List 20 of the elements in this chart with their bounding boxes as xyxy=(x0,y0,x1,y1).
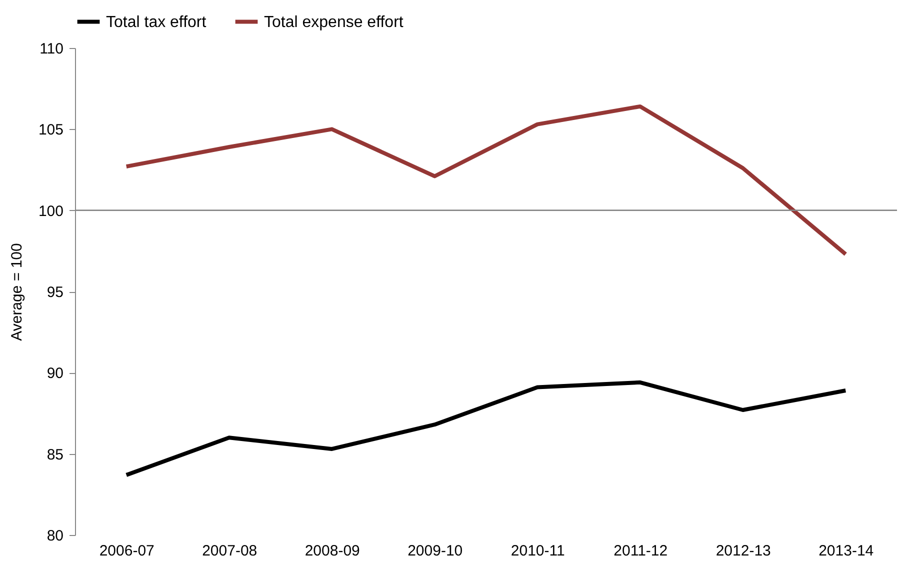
x-tick-label: 2008-09 xyxy=(304,542,360,560)
y-tick-label: 100 xyxy=(38,202,64,220)
y-tick-label: 85 xyxy=(46,446,64,464)
x-tick-label: 2007-08 xyxy=(202,542,258,560)
line-series xyxy=(124,104,848,256)
x-tick-label: 2010-11 xyxy=(510,542,565,560)
x-tick-label: 2012-13 xyxy=(716,542,771,560)
x-tick-label: 2006-07 xyxy=(99,542,154,560)
y-tick-label: 95 xyxy=(46,284,64,301)
x-tick-label: 2013-14 xyxy=(818,542,874,560)
y-tick-label: 110 xyxy=(40,40,64,58)
y-tick-label: 105 xyxy=(38,122,64,139)
x-tick-label: 2009-10 xyxy=(408,542,463,560)
y-tick-label: 80 xyxy=(46,528,64,544)
y-tick-label: 90 xyxy=(46,365,64,382)
legend-label: Total tax effort xyxy=(106,14,207,31)
line-series xyxy=(124,380,848,477)
y-axis-title: Average = 100 xyxy=(8,243,26,341)
x-tick-label: 2011-12 xyxy=(614,542,668,560)
legend-label: Total expense effort xyxy=(264,14,404,31)
